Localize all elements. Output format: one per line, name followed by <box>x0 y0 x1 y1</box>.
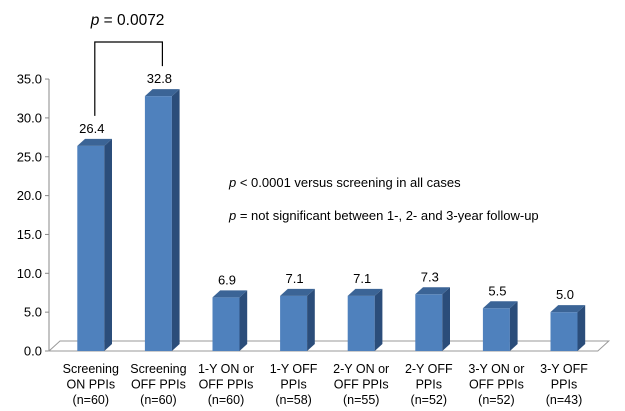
chart-floor <box>47 340 611 352</box>
bar-side <box>307 288 315 351</box>
bar-front <box>280 295 308 351</box>
bar <box>415 287 450 351</box>
x-tick-label: Screening OFF PPIs (n=60) <box>130 362 186 407</box>
annotations: p < 0.0001 versus screening in all cases… <box>228 175 539 223</box>
bracket-line <box>94 41 163 116</box>
y-axis: 0.0 5.0 10.0 15.0 20.0 25.0 30.0 35.0 <box>17 72 50 359</box>
x-tick-label: 3-Y ON or OFF PPIs (n=52) <box>468 362 524 407</box>
bar-front <box>347 295 375 351</box>
bar-front <box>482 308 510 351</box>
y-tick-label: 5.0 <box>24 305 42 320</box>
bar-top <box>144 89 180 97</box>
bar-top <box>482 301 518 309</box>
significance-bracket: p = 0.0072 <box>90 12 165 116</box>
bar <box>550 305 586 351</box>
y-tick-label: 35.0 <box>17 72 42 87</box>
bar-top <box>280 288 315 296</box>
floor-plane <box>47 340 611 352</box>
bar <box>482 301 518 351</box>
annotation-text: p < 0.0001 versus screening in all cases <box>228 175 461 190</box>
x-tick-label: 3-Y OFF PPIs (n=43) <box>540 362 588 407</box>
bar-side <box>509 301 518 351</box>
bars: 26.4 32.8 6.9 7.1 7.1 7.3 5.5 5.0 <box>77 71 586 352</box>
x-tick-label: 1-Y OFF PPIs (n=58) <box>270 362 318 407</box>
data-label: 5.5 <box>488 283 506 298</box>
bar-side <box>239 290 248 351</box>
bar-top <box>77 138 112 146</box>
bar <box>280 288 315 351</box>
bar-side <box>442 287 450 351</box>
y-tick-label: 15.0 <box>17 227 42 242</box>
bar-top <box>212 290 248 298</box>
bar-top <box>550 305 586 313</box>
bar-side <box>577 305 586 351</box>
bar-front <box>415 294 443 351</box>
bar-front <box>212 297 240 351</box>
x-tick-label: 2-Y OFF PPIs (n=52) <box>405 362 453 407</box>
data-label: 7.1 <box>286 271 304 286</box>
bracket-p-value: p = 0.0072 <box>90 12 165 29</box>
data-label: 7.1 <box>353 271 371 286</box>
annotation-text: p = not significant between 1-, 2- and 3… <box>228 208 539 223</box>
bar <box>347 288 383 351</box>
data-label: 6.9 <box>218 272 236 287</box>
y-tick-label: 0.0 <box>24 344 42 359</box>
bar-front <box>77 145 105 351</box>
bar-front <box>550 312 578 351</box>
bar-side <box>104 138 112 351</box>
x-tick-label: 2-Y ON or OFF PPIs (n=55) <box>333 362 389 407</box>
data-label: 32.8 <box>147 71 172 86</box>
bar-side <box>374 288 383 351</box>
bar-side <box>171 89 180 352</box>
bar <box>77 138 112 351</box>
y-tick-label: 10.0 <box>17 266 42 281</box>
data-label: 26.4 <box>79 121 104 136</box>
y-tick-label: 25.0 <box>17 149 42 164</box>
bar-top <box>347 288 383 296</box>
bar <box>212 290 248 351</box>
y-tick-label: 20.0 <box>17 188 42 203</box>
x-tick-label: 1-Y ON or OFF PPIs (n=60) <box>198 362 254 407</box>
bar <box>144 89 180 352</box>
x-tick-label: Screening ON PPIs (n=60) <box>63 362 119 407</box>
data-label: 5.0 <box>556 287 574 302</box>
bar-front <box>144 96 172 351</box>
data-label: 7.3 <box>421 269 439 284</box>
y-tick-label: 30.0 <box>17 110 42 125</box>
bar-top <box>415 287 450 295</box>
category-labels: Screening ON PPIs (n=60)Screening OFF PPIs(… <box>63 362 589 407</box>
